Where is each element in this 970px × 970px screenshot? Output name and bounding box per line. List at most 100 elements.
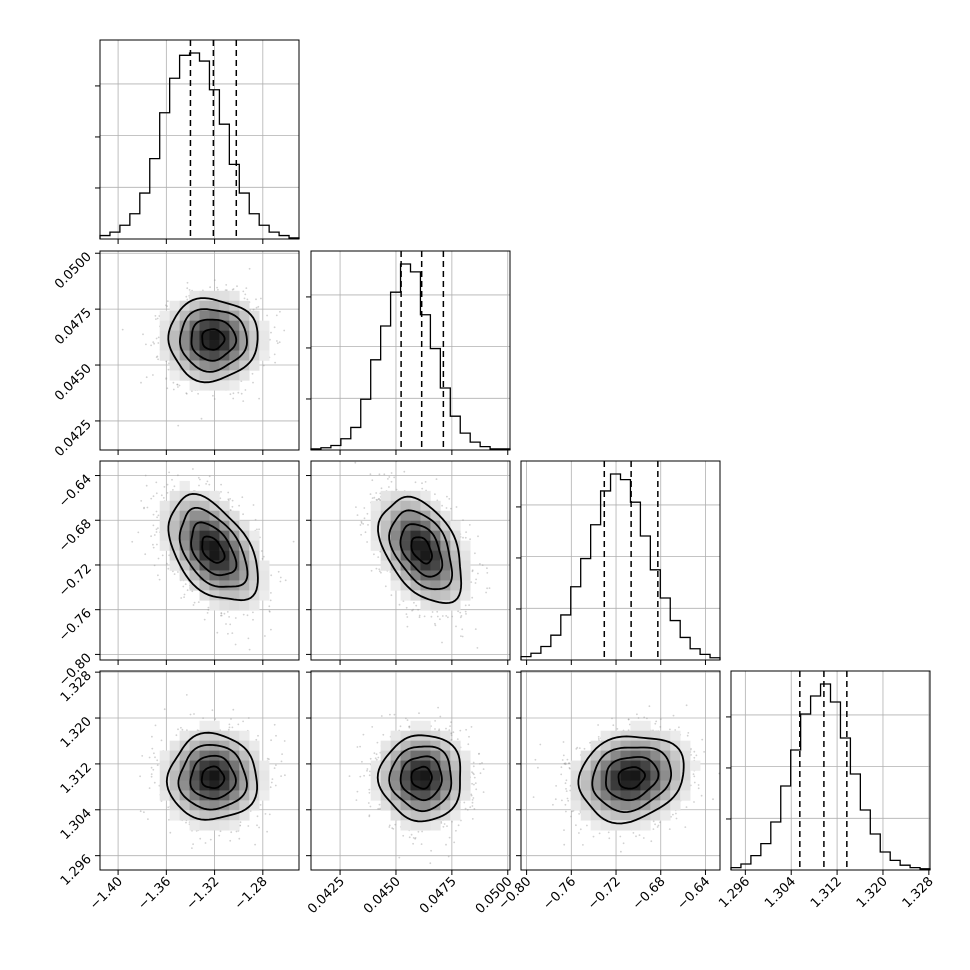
density-cell (209, 790, 220, 801)
density-cell (390, 510, 401, 521)
scatter-point (446, 495, 448, 498)
scatter-point (147, 818, 149, 820)
scatter-point (461, 635, 464, 638)
scatter-point (152, 513, 155, 516)
density-cell (209, 520, 220, 531)
scatter-point (154, 724, 157, 727)
density-cell (199, 500, 210, 512)
density-cell (420, 530, 431, 541)
scatter-point (383, 473, 386, 476)
scatter-point (371, 497, 374, 499)
density-cell (450, 780, 461, 791)
scatter-point (380, 487, 383, 490)
scatter-point (185, 295, 188, 298)
scatter-point (366, 769, 368, 772)
scatter-point (148, 756, 151, 759)
tick-label-y-0: 1.296 (58, 852, 95, 889)
scatter-point (455, 829, 457, 832)
density-cell (410, 520, 421, 531)
density-cell (199, 300, 210, 311)
scatter-point (371, 479, 374, 482)
scatter-point (156, 759, 159, 762)
scatter-panel-3-1-frame (310, 670, 511, 871)
density-cell (199, 360, 210, 371)
scatter-panel-3-1: 0.0425 0.0450 0.0475 0.0500 (305, 670, 516, 917)
density-cell (400, 560, 411, 571)
contour-3 (167, 297, 259, 384)
density-cell (259, 320, 270, 331)
scatter-point (283, 329, 286, 332)
density-cell (179, 530, 190, 541)
density-shading (159, 480, 270, 611)
density-cell (209, 570, 220, 581)
density-cell (380, 560, 391, 571)
scatter-point (402, 600, 405, 602)
density-cell (209, 800, 220, 811)
scatter-point (192, 468, 194, 470)
scatter-point (140, 500, 143, 502)
scatter-point (476, 647, 479, 649)
scatter-point (368, 814, 371, 817)
scatter-point (456, 738, 459, 740)
scatter-point (268, 610, 271, 612)
density-cell (259, 560, 270, 571)
scatter-point (436, 610, 439, 613)
histogram-step-0 (99, 52, 300, 239)
scatter-point (459, 611, 462, 614)
scatter-point (216, 286, 218, 289)
scatter-point (418, 616, 421, 619)
density-cell (390, 520, 401, 531)
scatter-point (424, 481, 427, 483)
density-cell (179, 780, 190, 791)
density-cell (169, 750, 180, 761)
scatter-point (450, 738, 453, 741)
density-cell (410, 790, 421, 801)
scatter-point (276, 342, 279, 345)
density-cell (219, 570, 230, 581)
scatter-point (417, 608, 419, 611)
scatter-point (448, 836, 451, 839)
density-cell (189, 560, 200, 571)
scatter-point (692, 773, 695, 776)
scatter-point (412, 842, 414, 845)
tick-label-x-1: −1.36 (135, 874, 174, 913)
scatter-point (443, 823, 446, 825)
scatter-point (451, 820, 453, 823)
scatter-point (597, 724, 599, 726)
scatter-point (463, 801, 466, 804)
scatter-point (200, 417, 203, 420)
density-cell (189, 740, 200, 751)
scatter-point (377, 756, 380, 759)
density-cell (219, 560, 230, 571)
density-cell (159, 510, 170, 521)
histogram-step-1 (310, 263, 511, 450)
density-cell (430, 560, 441, 571)
scatter-point (260, 550, 263, 552)
density-cell (259, 590, 270, 601)
histogram-step-3 (730, 683, 931, 870)
density-cell (159, 350, 170, 361)
scatter-point (405, 613, 408, 615)
scatter-point (220, 612, 223, 615)
density-cell (460, 540, 471, 551)
density-cell (410, 570, 421, 581)
scatter-point (224, 289, 227, 291)
density-cell (259, 760, 270, 771)
scatter-point (183, 596, 185, 598)
scatter-point (231, 726, 234, 729)
density-cell (410, 530, 421, 541)
scatter-point (348, 775, 351, 777)
density-cell (249, 330, 260, 341)
density-cell (410, 750, 421, 761)
density-cell (430, 820, 441, 831)
density-cell (179, 810, 190, 821)
scatter-point (408, 836, 411, 839)
scatter-point (460, 615, 463, 617)
density-cell (410, 740, 421, 751)
density-cell (249, 750, 260, 761)
scatter-point (477, 572, 479, 575)
density-cell (239, 330, 250, 341)
scatter-point (412, 837, 415, 839)
density-cell (159, 500, 170, 512)
scatter-panel-3-0-frame (99, 670, 300, 871)
